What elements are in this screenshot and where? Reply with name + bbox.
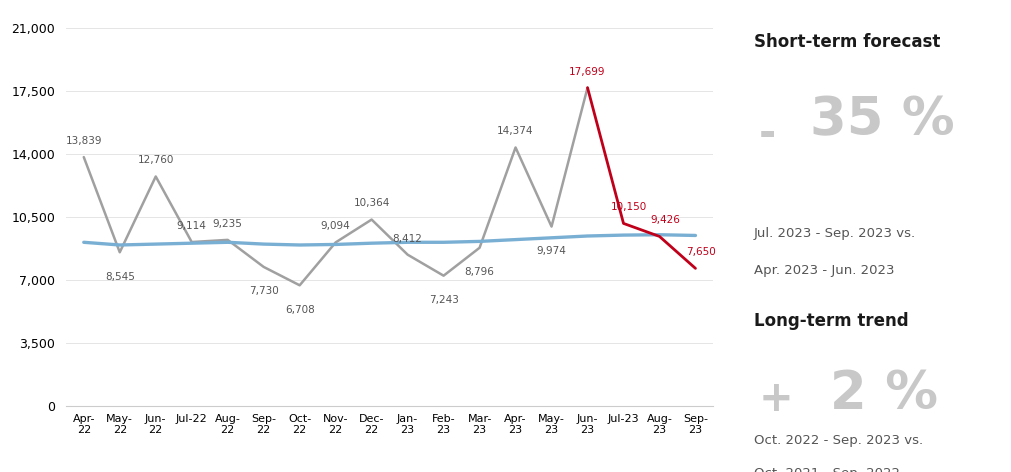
Text: 10,150: 10,150 <box>611 202 647 212</box>
Text: 14,374: 14,374 <box>496 126 533 136</box>
Text: +: + <box>758 378 793 420</box>
Text: Jul. 2023 - Sep. 2023 vs.: Jul. 2023 - Sep. 2023 vs. <box>753 227 915 240</box>
Text: 35 %: 35 % <box>809 94 953 146</box>
Text: 7,730: 7,730 <box>249 287 278 296</box>
Text: 7,243: 7,243 <box>429 295 458 305</box>
Text: Oct. 2022 - Sep. 2023 vs.: Oct. 2022 - Sep. 2023 vs. <box>753 434 922 447</box>
Text: 13,839: 13,839 <box>66 136 102 146</box>
Text: 6,708: 6,708 <box>284 305 314 315</box>
Text: 9,114: 9,114 <box>177 221 206 231</box>
Text: 7,650: 7,650 <box>685 247 715 257</box>
Text: 17,699: 17,699 <box>569 67 606 76</box>
Text: Apr. 2023 - Jun. 2023: Apr. 2023 - Jun. 2023 <box>753 264 894 278</box>
Text: Short-term forecast: Short-term forecast <box>753 33 939 51</box>
Text: 8,545: 8,545 <box>105 272 134 282</box>
Text: 2 %: 2 % <box>829 368 937 420</box>
Text: 8,796: 8,796 <box>464 267 494 277</box>
Text: -: - <box>758 113 775 155</box>
Text: Oct. 2021 - Sep. 2022: Oct. 2021 - Sep. 2022 <box>753 467 899 472</box>
Text: 8,412: 8,412 <box>392 234 423 244</box>
Text: 9,235: 9,235 <box>212 219 243 229</box>
Text: 12,760: 12,760 <box>137 155 174 165</box>
Text: 9,974: 9,974 <box>536 246 566 256</box>
Text: Long-term trend: Long-term trend <box>753 312 908 329</box>
Text: 9,426: 9,426 <box>649 215 679 225</box>
Text: 9,094: 9,094 <box>320 221 350 231</box>
Text: 10,364: 10,364 <box>353 198 389 209</box>
